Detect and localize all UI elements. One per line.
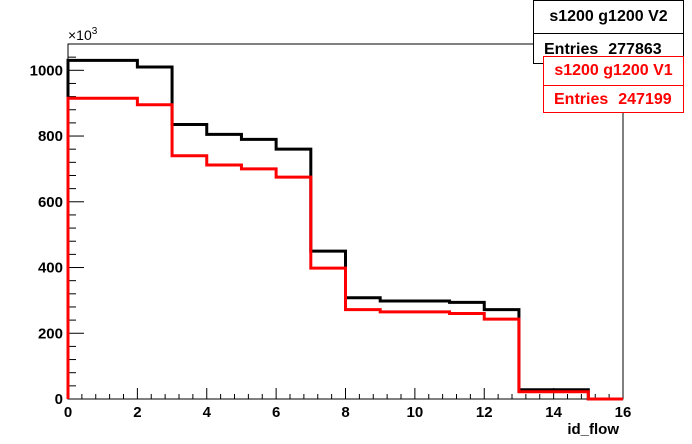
x-tick-label: 12: [476, 404, 493, 421]
plot-frame: [67, 43, 624, 400]
stat-box-v2: s1200 g1200 V2 Entries 277863: [533, 0, 684, 64]
stat-box-v1-entries-label: Entries: [554, 90, 609, 108]
x-tick-label: 10: [407, 404, 424, 421]
y-multiplier-exponent: 3: [92, 26, 98, 37]
stat-box-v1: s1200 g1200 V1 Entries 247199: [543, 56, 684, 113]
y-tick-label: 200: [38, 325, 63, 342]
y-tick-label: 800: [38, 128, 63, 145]
stat-box-v1-entries-value: 247199: [618, 90, 672, 108]
x-tick-label: 16: [615, 404, 632, 421]
y-tick-label: 1000: [30, 62, 63, 79]
x-axis: 0 2 4 6 8 10 12 14 16: [64, 388, 632, 421]
y-tick-label: 400: [38, 260, 63, 277]
y-multiplier-label: ×103: [68, 26, 98, 43]
x-tick-label: 0: [64, 404, 72, 421]
stat-box-v2-entries-value: 277863: [608, 40, 662, 58]
series-layer: [66, 58, 623, 401]
stat-box-v2-entries: Entries 277863: [534, 33, 683, 65]
series-line-0: [66, 58, 623, 401]
x-axis-label: id_flow: [567, 421, 619, 438]
y-axis: 0 200 400 600 800 1000: [30, 43, 84, 408]
y-tick-label: 0: [55, 391, 63, 408]
x-tick-label: 6: [272, 404, 280, 421]
stat-box-v1-title: s1200 g1200 V1: [554, 62, 673, 79]
stat-box-v1-entries: Entries 247199: [544, 85, 683, 113]
stat-box-v2-entries-label: Entries: [544, 40, 599, 58]
y-tick-label: 600: [38, 194, 63, 211]
series-line-1: [66, 96, 623, 401]
x-tick-label: 14: [545, 404, 562, 421]
x-tick-label: 2: [133, 404, 141, 421]
x-tick-label: 8: [341, 404, 349, 421]
x-tick-label: 4: [203, 404, 212, 421]
y-multiplier-base: ×10: [68, 27, 92, 43]
stat-box-v2-title: s1200 g1200 V2: [549, 8, 668, 25]
